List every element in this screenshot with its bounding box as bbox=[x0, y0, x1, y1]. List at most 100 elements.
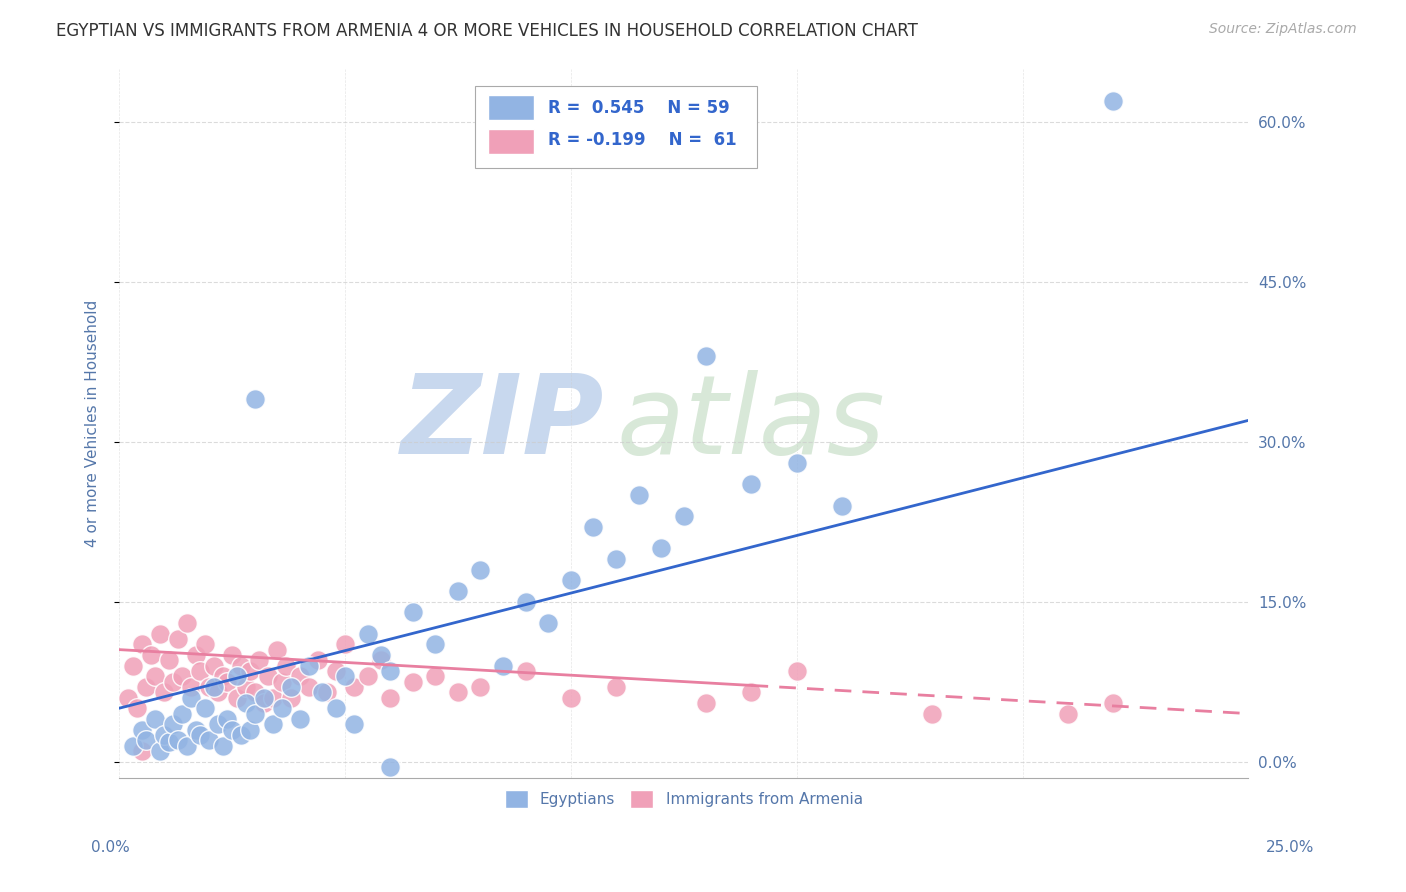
Point bbox=[243, 706, 266, 721]
Point bbox=[212, 739, 235, 753]
Point bbox=[1056, 706, 1078, 721]
Point bbox=[333, 669, 356, 683]
Text: ZIP: ZIP bbox=[401, 369, 605, 476]
Point bbox=[172, 669, 194, 683]
Point bbox=[378, 690, 401, 705]
Point bbox=[315, 685, 337, 699]
Point bbox=[252, 690, 274, 705]
Point bbox=[135, 733, 157, 747]
Point bbox=[217, 674, 239, 689]
Point bbox=[143, 669, 166, 683]
Point bbox=[425, 637, 447, 651]
Point bbox=[280, 680, 302, 694]
Point bbox=[131, 744, 153, 758]
Point bbox=[1102, 94, 1125, 108]
Point bbox=[190, 664, 212, 678]
Point bbox=[356, 669, 378, 683]
Point bbox=[470, 563, 492, 577]
FancyBboxPatch shape bbox=[475, 87, 758, 168]
Point bbox=[515, 594, 537, 608]
Text: atlas: atlas bbox=[616, 369, 884, 476]
Point bbox=[378, 760, 401, 774]
Point bbox=[176, 615, 198, 630]
Point bbox=[166, 733, 188, 747]
Point bbox=[356, 626, 378, 640]
Point bbox=[157, 735, 180, 749]
Point bbox=[229, 728, 252, 742]
Point bbox=[194, 637, 217, 651]
Point bbox=[198, 733, 221, 747]
FancyBboxPatch shape bbox=[488, 128, 533, 153]
Point bbox=[207, 685, 229, 699]
Point bbox=[243, 685, 266, 699]
Point bbox=[252, 696, 274, 710]
Point bbox=[325, 664, 347, 678]
Point bbox=[515, 664, 537, 678]
Point bbox=[225, 669, 247, 683]
Point bbox=[627, 488, 650, 502]
Point bbox=[212, 669, 235, 683]
Point bbox=[221, 723, 243, 737]
Point bbox=[262, 690, 284, 705]
Point bbox=[139, 648, 162, 662]
Point bbox=[184, 648, 207, 662]
Point bbox=[239, 723, 262, 737]
Point bbox=[402, 605, 425, 619]
Point bbox=[270, 701, 292, 715]
Point bbox=[288, 669, 311, 683]
Point bbox=[370, 648, 392, 662]
Point bbox=[243, 392, 266, 406]
Point bbox=[325, 701, 347, 715]
Point bbox=[333, 637, 356, 651]
Point bbox=[831, 499, 853, 513]
Point bbox=[370, 653, 392, 667]
Text: R =  0.545    N = 59: R = 0.545 N = 59 bbox=[548, 98, 730, 117]
Point bbox=[560, 574, 582, 588]
Point bbox=[221, 648, 243, 662]
Point bbox=[298, 680, 321, 694]
Point bbox=[650, 541, 672, 556]
Point bbox=[117, 690, 139, 705]
Point bbox=[157, 653, 180, 667]
Point bbox=[235, 680, 257, 694]
Point bbox=[153, 728, 176, 742]
Y-axis label: 4 or more Vehicles in Household: 4 or more Vehicles in Household bbox=[86, 300, 100, 547]
Point bbox=[786, 456, 808, 470]
Point bbox=[184, 723, 207, 737]
Point bbox=[378, 664, 401, 678]
Point bbox=[162, 674, 184, 689]
Point bbox=[131, 637, 153, 651]
Point bbox=[307, 653, 329, 667]
Point bbox=[131, 723, 153, 737]
Point bbox=[343, 717, 366, 731]
Point bbox=[921, 706, 943, 721]
Text: 0.0%: 0.0% bbox=[91, 840, 131, 855]
Point bbox=[740, 685, 762, 699]
Text: EGYPTIAN VS IMMIGRANTS FROM ARMENIA 4 OR MORE VEHICLES IN HOUSEHOLD CORRELATION : EGYPTIAN VS IMMIGRANTS FROM ARMENIA 4 OR… bbox=[56, 22, 918, 40]
Point bbox=[470, 680, 492, 694]
Point bbox=[402, 674, 425, 689]
Point bbox=[695, 350, 717, 364]
Point bbox=[280, 690, 302, 705]
Point bbox=[176, 739, 198, 753]
Point bbox=[1102, 696, 1125, 710]
Point bbox=[311, 685, 333, 699]
Point bbox=[270, 674, 292, 689]
Text: Source: ZipAtlas.com: Source: ZipAtlas.com bbox=[1209, 22, 1357, 37]
Point bbox=[425, 669, 447, 683]
Point bbox=[202, 680, 225, 694]
Point bbox=[143, 712, 166, 726]
Point bbox=[247, 653, 270, 667]
Point bbox=[672, 509, 695, 524]
Point bbox=[202, 658, 225, 673]
Point bbox=[217, 712, 239, 726]
Point bbox=[149, 744, 172, 758]
Point bbox=[121, 658, 143, 673]
Point bbox=[172, 706, 194, 721]
Point bbox=[166, 632, 188, 646]
Point bbox=[194, 701, 217, 715]
Point bbox=[135, 680, 157, 694]
Point bbox=[162, 717, 184, 731]
Point bbox=[225, 690, 247, 705]
Point bbox=[560, 690, 582, 705]
